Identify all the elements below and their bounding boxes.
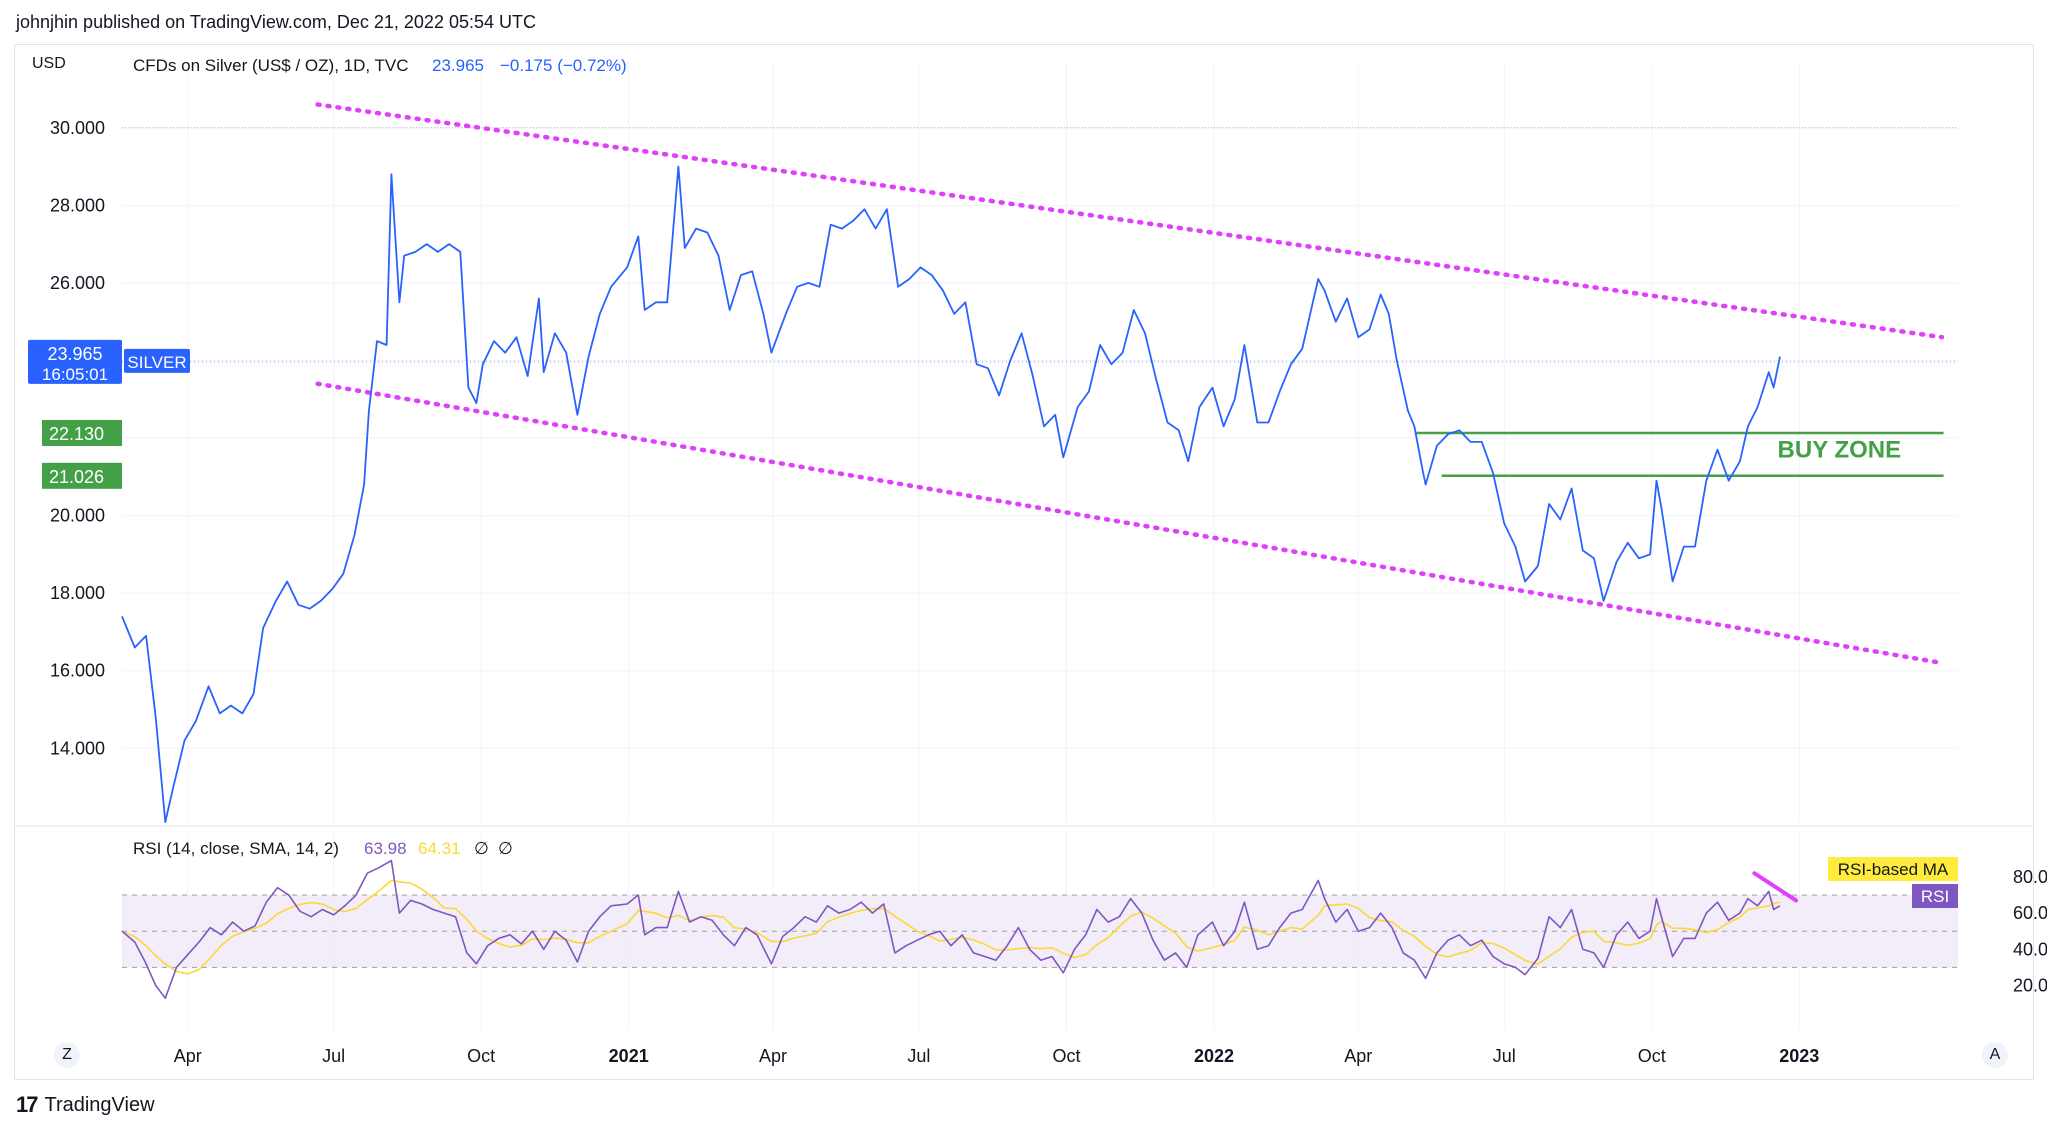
- rsi-legend-value: 63.98: [364, 839, 407, 858]
- rsi-axis-tick-label: 40.00: [2013, 939, 2047, 959]
- lower-channel-trendline[interactable]: [315, 381, 1945, 666]
- tradingview-brand[interactable]: 17 TradingView: [16, 1092, 155, 1118]
- time-axis-tick-label: Jul: [322, 1046, 345, 1066]
- rsi-legend-extra-1: ∅: [474, 839, 489, 858]
- rsi-legend-extra-2: ∅: [498, 839, 513, 858]
- rsi-legend-ma-value: 64.31: [418, 839, 461, 858]
- upper-channel-trendline[interactable]: [315, 102, 1945, 340]
- time-axis-tick-label: Apr: [1344, 1046, 1372, 1066]
- rsi-divergence-line[interactable]: [1752, 871, 1799, 903]
- chart-frame: [14, 44, 2034, 1080]
- price-axis-tick-label: 28.000: [50, 195, 105, 215]
- zoom-reset-button[interactable]: Z: [54, 1042, 80, 1068]
- auto-scale-button[interactable]: A: [1982, 1042, 2008, 1068]
- tradingview-logo-icon: 17: [16, 1092, 39, 1117]
- symbol-tag-label: SILVER: [127, 353, 186, 372]
- silver-price-line[interactable]: [121, 165, 1781, 823]
- rsi-axis-tick-label: 20.00: [2013, 976, 2047, 996]
- rsi-line[interactable]: [121, 859, 1781, 999]
- time-axis-tick-label: 2021: [609, 1046, 649, 1066]
- currency-label: USD: [32, 55, 66, 72]
- price-axis-tick-label: 26.000: [50, 273, 105, 293]
- price-axis-tick-label: 20.000: [50, 506, 105, 526]
- brand-name: TradingView: [44, 1093, 155, 1116]
- symbol-description: CFDs on Silver (US$ / OZ), 1D, TVC: [133, 56, 409, 75]
- price-axis-tick-label: 16.000: [50, 661, 105, 681]
- current-price-tag: [28, 339, 122, 384]
- rsi-legend: RSI (14, close, SMA, 14, 2): [133, 839, 339, 858]
- rsi-tag-label: RSI: [1921, 887, 1949, 906]
- time-axis-tick-label: Jul: [907, 1046, 930, 1066]
- buy-zone-price-tag-1: [42, 419, 122, 446]
- rsi-ma-tag: [1828, 857, 1958, 881]
- time-axis-tick-label: Apr: [174, 1046, 202, 1066]
- time-axis-tick-label: Oct: [1052, 1046, 1080, 1066]
- time-axis-tick-label: Jul: [1493, 1046, 1516, 1066]
- symbol-tag: [124, 348, 190, 373]
- buy-zone-price-label-1: 22.130: [49, 424, 104, 444]
- symbol-last-value: 23.965: [432, 56, 484, 75]
- time-axis-tick-label: Apr: [759, 1046, 787, 1066]
- rsi-moving-average-line[interactable]: [121, 879, 1781, 975]
- price-axis-tick-label: 30.000: [50, 118, 105, 138]
- rsi-tag: [1912, 884, 1958, 908]
- time-axis-tick-label: Oct: [467, 1046, 495, 1066]
- symbol-change: −0.175 (−0.72%): [500, 56, 627, 75]
- current-price-countdown: 16:05:01: [42, 365, 108, 384]
- rsi-ma-tag-label: RSI-based MA: [1838, 860, 1949, 879]
- rsi-axis-tick-label: 80.00: [2013, 867, 2047, 887]
- buy-zone-price-tag-2: [42, 462, 122, 489]
- current-price-tag-value: 23.965: [47, 344, 102, 364]
- published-by-text: johnjhin published on TradingView.com, D…: [16, 12, 536, 32]
- buy-zone-label: BUY ZONE: [1778, 436, 1902, 463]
- time-axis-tick-label: 2023: [1779, 1046, 1819, 1066]
- time-axis-tick-label: 2022: [1194, 1046, 1234, 1066]
- price-axis-tick-label: 14.000: [50, 738, 105, 758]
- rsi-axis-tick-label: 60.00: [2013, 903, 2047, 923]
- buy-zone-price-label-2: 21.026: [49, 467, 104, 487]
- time-axis-tick-label: Oct: [1638, 1046, 1666, 1066]
- price-axis-tick-label: 18.000: [50, 583, 105, 603]
